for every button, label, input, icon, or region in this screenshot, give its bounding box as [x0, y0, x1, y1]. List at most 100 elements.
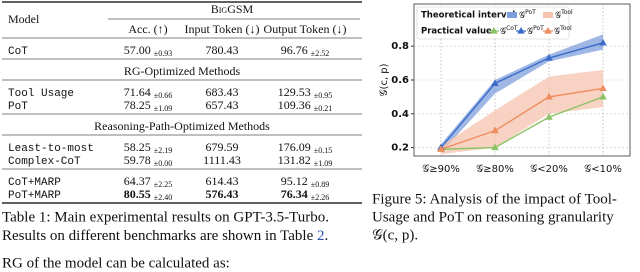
column-header: Output Token (↓)	[264, 22, 347, 36]
model-name: Least-to-most	[8, 143, 94, 155]
legend-name: Tool	[559, 25, 572, 32]
column-header: Input Token (↓)	[185, 22, 260, 36]
legend-symbol: 𝒢	[519, 11, 526, 21]
cell: 58.25 ±2.19	[124, 140, 172, 155]
interval-band	[441, 34, 603, 153]
cell-value: 657.43	[206, 98, 239, 112]
cell-std: ±2.26	[311, 193, 329, 202]
cell: 95.12 ±0.89	[281, 174, 329, 189]
model-name: Complex-CoT	[8, 156, 81, 168]
cell: 96.76 ±2.52	[281, 43, 329, 58]
group-header: BigGSM	[211, 2, 254, 16]
y-tick-label: 0.4	[391, 109, 409, 120]
table-caption: Table 1: Main experimental results on GP…	[2, 209, 329, 225]
cell-value: 109.36	[278, 98, 311, 112]
cell: 64.37 ±2.25	[124, 174, 172, 189]
legend-name: PoT	[533, 25, 544, 32]
cell-value: 679.59	[206, 140, 239, 154]
legend-symbol: 𝒢	[554, 27, 561, 37]
cell-value: 95.12	[281, 174, 308, 188]
marker	[491, 126, 499, 134]
legend-symbol: 𝒢	[500, 27, 507, 37]
legend-swatch	[507, 12, 517, 18]
cell-std: ±2.40	[154, 193, 172, 202]
cell-value: 614.43	[206, 174, 239, 188]
figure-caption: Figure 5: Analysis of the impact of Tool…	[372, 191, 617, 207]
marker	[437, 145, 445, 152]
marker	[599, 38, 607, 46]
cell-std: ±0.66	[154, 91, 172, 100]
cell: 57.00 ±0.93	[124, 43, 172, 58]
table-ref: 2	[317, 228, 325, 244]
marker	[599, 84, 607, 92]
marker	[491, 143, 499, 151]
section-title: RG-Optimized Methods	[124, 64, 241, 78]
y-axis-label: 𝒢(c, p)	[379, 63, 390, 96]
model-name: CoT+MARP	[8, 177, 61, 189]
legend-label: 𝒢PoT	[527, 25, 544, 37]
cell-std: ±2.25	[154, 180, 172, 189]
legend-marker	[544, 27, 552, 34]
cell: 576.43	[206, 187, 239, 201]
model-name: Tool Usage	[8, 88, 74, 100]
cell: 131.82 ±1.09	[278, 153, 332, 168]
legend-marker	[517, 27, 525, 34]
marker	[545, 92, 553, 100]
cell: 780.43	[206, 43, 239, 57]
cell: 1111.43	[203, 153, 241, 167]
cell-std: ±0.95	[314, 91, 332, 100]
legend-name: CoT	[506, 25, 518, 32]
interval-band	[441, 69, 603, 155]
cell-value: 131.82	[278, 153, 311, 167]
cell: 679.59	[206, 140, 239, 154]
cell-value: 76.34	[281, 187, 308, 201]
legend-swatch	[543, 12, 553, 18]
legend-box	[416, 6, 570, 40]
cell-value: 683.43	[206, 85, 239, 99]
body-text: RG of the model can be calculated as:	[2, 255, 230, 271]
x-tick-label: 𝒢<20%	[530, 164, 568, 175]
legend-label: 𝒢Tool	[555, 9, 573, 21]
cell-value: 96.76	[281, 43, 308, 57]
cell-std: ±0.93	[154, 49, 172, 58]
model-name: PoT	[8, 101, 28, 113]
cell: 71.64 ±0.66	[124, 85, 172, 100]
cell: 683.43	[206, 85, 239, 99]
cell-std: ±1.09	[154, 104, 172, 113]
cell: 59.78 ±0.00	[124, 153, 172, 168]
legend-label: 𝒢CoT	[500, 25, 518, 37]
marker	[599, 92, 607, 100]
y-tick-label: 0.6	[391, 75, 409, 86]
header: Model	[8, 12, 40, 26]
cell-value: 64.37	[124, 174, 151, 188]
legend-label: 𝒢Tool	[554, 25, 572, 37]
figure-caption: Usage and PoT on reasoning granularity	[372, 209, 614, 225]
cell: 109.36 ±0.21	[278, 98, 332, 113]
legend-symbol: 𝒢	[527, 27, 534, 37]
cell-value: 58.25	[124, 140, 151, 154]
cell-value: 80.55	[124, 187, 151, 201]
table-caption: Results on different benchmarks are show…	[2, 228, 328, 244]
legend-name: PoT	[525, 9, 536, 16]
cell-std: ±2.19	[154, 146, 172, 155]
legend-title: Theoretical interval	[421, 11, 515, 21]
cell-std: ±0.00	[154, 159, 172, 168]
legend-marker	[490, 27, 498, 34]
cell-value: 576.43	[206, 187, 239, 201]
series-line	[440, 96, 604, 150]
cell: 176.09 ±0.15	[278, 140, 332, 155]
cell: 129.53 ±0.95	[278, 85, 332, 100]
cell: 657.43	[206, 98, 239, 112]
cell-value: 71.64	[124, 85, 151, 99]
cell-value: 176.09	[278, 140, 311, 154]
model-name: CoT	[8, 46, 28, 58]
marker	[545, 54, 553, 61]
y-tick-label: 0.2	[391, 143, 409, 154]
cell: 76.34 ±2.26	[281, 187, 329, 202]
figure-caption: 𝒢(c, p).	[372, 227, 418, 243]
cell-std: ±0.21	[314, 104, 332, 113]
cell-value: 59.78	[124, 153, 151, 167]
x-tick-label: 𝒢≥80%	[476, 164, 514, 175]
legend-title: Practical value	[421, 27, 492, 37]
